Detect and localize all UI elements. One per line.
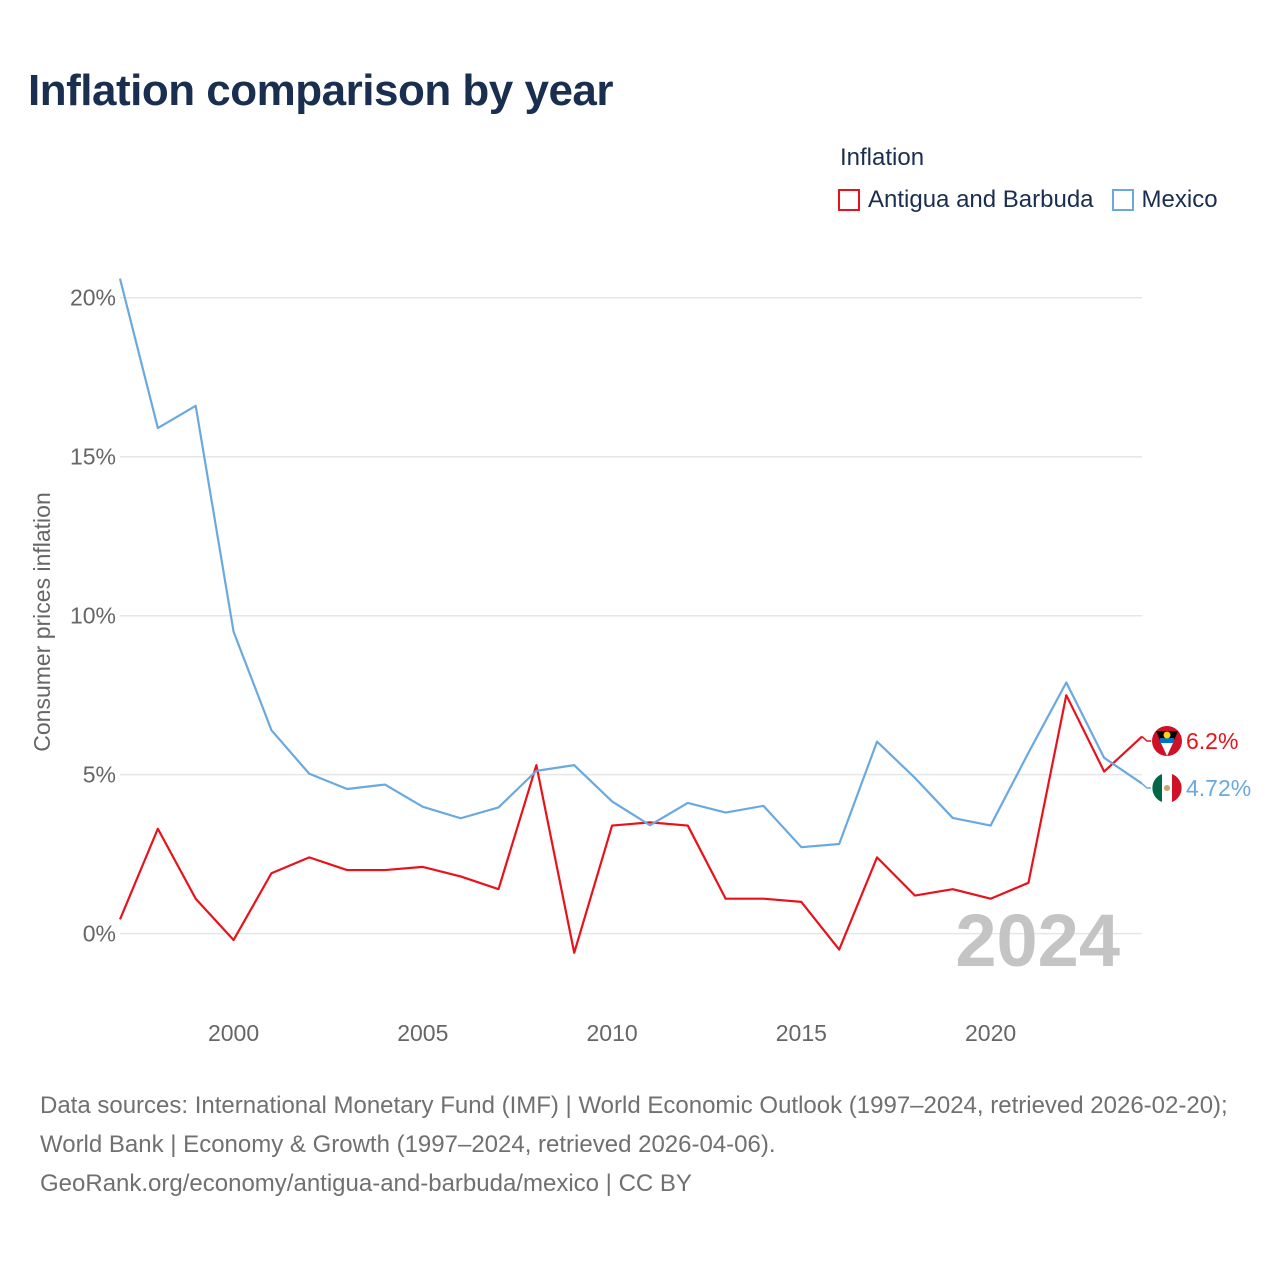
antigua-flag-icon [1152, 726, 1182, 756]
x-tick-label: 2000 [208, 1020, 259, 1046]
antigua-end-value: 6.2% [1186, 728, 1238, 754]
y-tick-label: 20% [70, 285, 116, 311]
mexico-end-value: 4.72% [1186, 775, 1251, 801]
footer: Data sources: International Monetary Fun… [40, 1086, 1250, 1203]
end-connector [1141, 783, 1151, 789]
y-axis-label: Consumer prices inflation [29, 492, 55, 752]
x-tick-label: 2015 [776, 1020, 827, 1046]
series-line-mexico[interactable] [118, 278, 1143, 849]
x-tick-label: 2005 [397, 1020, 448, 1046]
y-tick-label: 15% [70, 444, 116, 470]
data-sources: Data sources: International Monetary Fun… [40, 1092, 1228, 1158]
legend-item-antigua[interactable]: Antigua and Barbuda [838, 186, 1094, 214]
legend-label-antigua: Antigua and Barbuda [868, 186, 1094, 213]
attribution-link[interactable]: GeoRank.org/economy/antigua-and-barbuda/… [40, 1170, 692, 1197]
legend-item-mexico[interactable]: Mexico [1111, 186, 1218, 214]
legend-label-mexico: Mexico [1141, 186, 1218, 213]
end-connector [1141, 735, 1151, 742]
chart-title: Inflation comparison by year [28, 66, 614, 115]
mexico-flag-icon [1152, 773, 1182, 803]
year-watermark: 2024 [955, 899, 1120, 982]
y-tick-label: 10% [70, 603, 116, 629]
x-tick-label: 2020 [965, 1020, 1016, 1046]
series-line-antigua[interactable] [118, 694, 1143, 954]
y-tick-label: 0% [83, 921, 116, 947]
x-tick-label: 2010 [586, 1020, 637, 1046]
legend-swatch-antigua [838, 189, 860, 211]
y-tick-label: 5% [83, 762, 116, 788]
legend: Antigua and Barbuda Mexico [838, 186, 1218, 214]
legend-swatch-mexico [1111, 189, 1134, 211]
legend-title: Inflation [840, 144, 925, 171]
